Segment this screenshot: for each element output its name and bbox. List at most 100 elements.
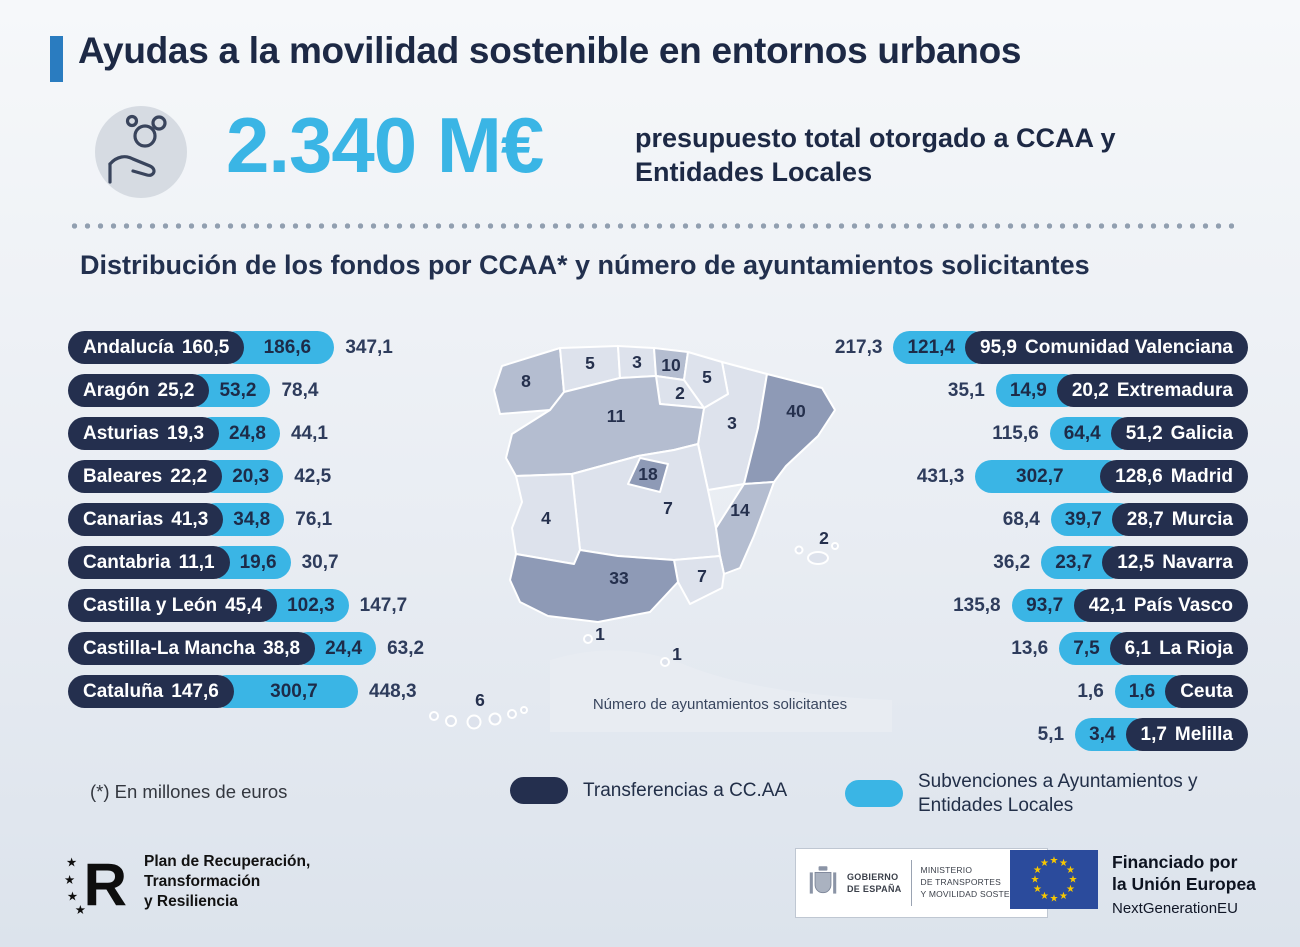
total-value: 42,5 — [294, 465, 332, 487]
map-region-andalucia — [509, 549, 679, 623]
region-name: Castilla y León — [83, 594, 218, 616]
subvenciones-value: 93,7 — [1026, 594, 1064, 616]
map-count-madrid: 18 — [638, 464, 658, 484]
map-count-galicia: 8 — [521, 371, 531, 391]
transferencias-value: 12,5 — [1117, 551, 1155, 573]
eu-star-icon: ★ — [1050, 894, 1059, 905]
map-count-ceuta: 1 — [595, 624, 605, 644]
dotted-divider — [68, 222, 1234, 230]
page-title: Ayudas a la movilidad sostenible en ento… — [78, 30, 1022, 71]
funds-left-column: Andalucía 160,5 186,6 347,1 Aragón 25,2 53,2 78… — [68, 331, 424, 718]
subvenciones-value: 186,6 — [263, 336, 312, 358]
subvenciones-value: 24,8 — [229, 422, 266, 444]
eu-star-icon: ★ — [1059, 891, 1068, 902]
eu-funding-logo: ★ ★ ★ ★ ★ ★ ★ ★ ★ ★ ★ ★ Financiado por la Unión Eur… — [1010, 850, 1256, 917]
transferencias-value: 28,7 — [1126, 508, 1164, 530]
eu-funding-label: Financiado por la Unión Europea NextGene… — [1112, 850, 1256, 917]
region-name: La Rioja — [1159, 637, 1233, 659]
map-regions — [429, 345, 839, 730]
units-footnote: (*) En millones de euros — [90, 781, 288, 802]
eu-star-icon: ★ — [1040, 891, 1049, 902]
prtr-line-1: Plan de Recuperación, — [144, 853, 311, 871]
transferencias-value: 147,6 — [171, 680, 219, 702]
region-name: Galicia — [1170, 422, 1233, 444]
eu-star-icon: ★ — [1066, 884, 1075, 895]
total-value: 76,1 — [295, 508, 333, 530]
transferencias-color-swatch — [510, 777, 568, 804]
total-budget-amount: 2.340 M€ — [226, 101, 544, 189]
map-count-navarra: 5 — [702, 367, 712, 387]
map-region-cataluna — [743, 373, 836, 485]
map-region-melilla — [660, 657, 670, 667]
fund-row: 68,4 39,7 28,7 Murcia — [1003, 503, 1248, 536]
map-count-castilla-la-mancha: 7 — [663, 498, 673, 518]
gobierno-logo: GOBIERNO DE ESPAÑA MINISTERIO DE TRANSPO… — [795, 848, 1049, 918]
ministerio-line-1: MINISTERIO — [920, 865, 973, 876]
map-count-andalucia: 33 — [609, 568, 629, 588]
eu-star-icon: ★ — [1069, 875, 1078, 886]
eu-flag-stars: ★ ★★★★★★★★★★★ — [1031, 856, 1078, 905]
transferencias-pill: Andalucía 160,5 — [68, 331, 245, 364]
svg-text:★: ★ — [64, 873, 75, 887]
transferencias-value: 160,5 — [181, 336, 230, 358]
gov-logo-divider — [910, 860, 912, 906]
total-value: 1,6 — [1077, 680, 1104, 702]
eu-star-icon: ★ — [1031, 875, 1040, 886]
map-region-comunidad-valenciana — [715, 481, 775, 575]
transferencias-pill: 128,6 Madrid — [1100, 460, 1248, 493]
region-name: Ceuta — [1180, 680, 1233, 702]
transferencias-value: 25,2 — [157, 379, 195, 401]
fund-row: 36,2 23,7 12,5 Navarra — [993, 546, 1248, 579]
svg-text:★: ★ — [67, 889, 78, 903]
subvenciones-legend-label: Subvenciones a Ayuntamientos y Entidades… — [918, 771, 1198, 816]
transferencias-pill: Canarias 41,3 — [68, 503, 224, 536]
map-caption: Número de ayuntamientos solicitantes — [593, 696, 847, 713]
transferencias-value: 19,3 — [167, 422, 205, 444]
transferencias-pill: Cantabria 11,1 — [68, 546, 230, 579]
subvenciones-value: 302,7 — [1016, 465, 1064, 487]
legend-subvenciones: Subvenciones a Ayuntamientos y Entidades… — [845, 770, 1218, 818]
transferencias-pill: Cataluña 147,6 — [68, 675, 234, 708]
transferencias-pill: 1,7 Melilla — [1125, 718, 1248, 751]
eu-star-icon: ★ — [1050, 856, 1059, 867]
fund-row: Cantabria 11,1 19,6 30,7 — [68, 546, 424, 579]
fund-row: Baleares 22,2 20,3 42,5 — [68, 460, 424, 493]
eu-flag-background — [1010, 850, 1098, 909]
total-value: 448,3 — [369, 680, 417, 702]
transferencias-pill: Castilla-La Mancha 38,8 — [68, 632, 316, 665]
total-value: 147,7 — [359, 594, 408, 616]
subvenciones-value: 14,9 — [1009, 379, 1047, 401]
total-budget-description: presupuesto total otorgado a CCAA y Enti… — [635, 123, 1116, 187]
map-region-baleares — [794, 542, 839, 565]
map-count-extremadura: 4 — [541, 508, 551, 528]
total-value: 30,7 — [301, 551, 339, 573]
transferencias-pill: 6,1 La Rioja — [1109, 632, 1248, 665]
section-subtitle: Distribución de los fondos por CCAA* y n… — [80, 250, 1090, 280]
region-name: Castilla-La Mancha — [83, 637, 256, 659]
total-value: 78,4 — [281, 379, 319, 401]
transferencias-legend-label: Transferencias a CC.AA — [583, 779, 788, 801]
fund-row: 217,3 121,4 95,9 Comunidad Valenciana — [835, 331, 1248, 364]
fund-row: Castilla y León 45,4 102,3 147,7 — [68, 589, 424, 622]
subvenciones-value: 39,7 — [1064, 508, 1102, 530]
eu-flag-icon: ★ ★★★★★★★★★★★ — [1010, 850, 1098, 909]
gobierno-label: GOBIERNO DE ESPAÑA — [847, 871, 902, 895]
subvenciones-pill: 302,7 — [975, 460, 1125, 493]
svg-text:★: ★ — [66, 855, 77, 869]
eu-line-1: Financiado por — [1112, 852, 1238, 872]
eu-star-icon: ★ — [1059, 858, 1068, 869]
region-name: Madrid — [1170, 465, 1233, 487]
transferencias-pill: 51,2 Galicia — [1110, 417, 1248, 450]
fund-row: 35,1 14,9 20,2 Extremadura — [948, 374, 1248, 407]
fund-row: 431,3 302,7 128,6 Madrid — [917, 460, 1248, 493]
subvenciones-value: 121,4 — [907, 336, 956, 358]
legend-transferencias: Transferencias a CC.AA — [510, 777, 787, 804]
transferencias-pill: 95,9 Comunidad Valenciana — [965, 331, 1248, 364]
region-name: Navarra — [1162, 551, 1233, 573]
total-value: 44,1 — [291, 422, 328, 444]
transferencias-value: 95,9 — [980, 336, 1017, 358]
fund-row: 13,6 7,5 6,1 La Rioja — [1011, 632, 1248, 665]
map-counts: 8 5 3 10 5 2 11 3 40 18 7 14 4 33 7 2 1 … — [475, 352, 829, 710]
region-name: Cantabria — [83, 551, 171, 573]
